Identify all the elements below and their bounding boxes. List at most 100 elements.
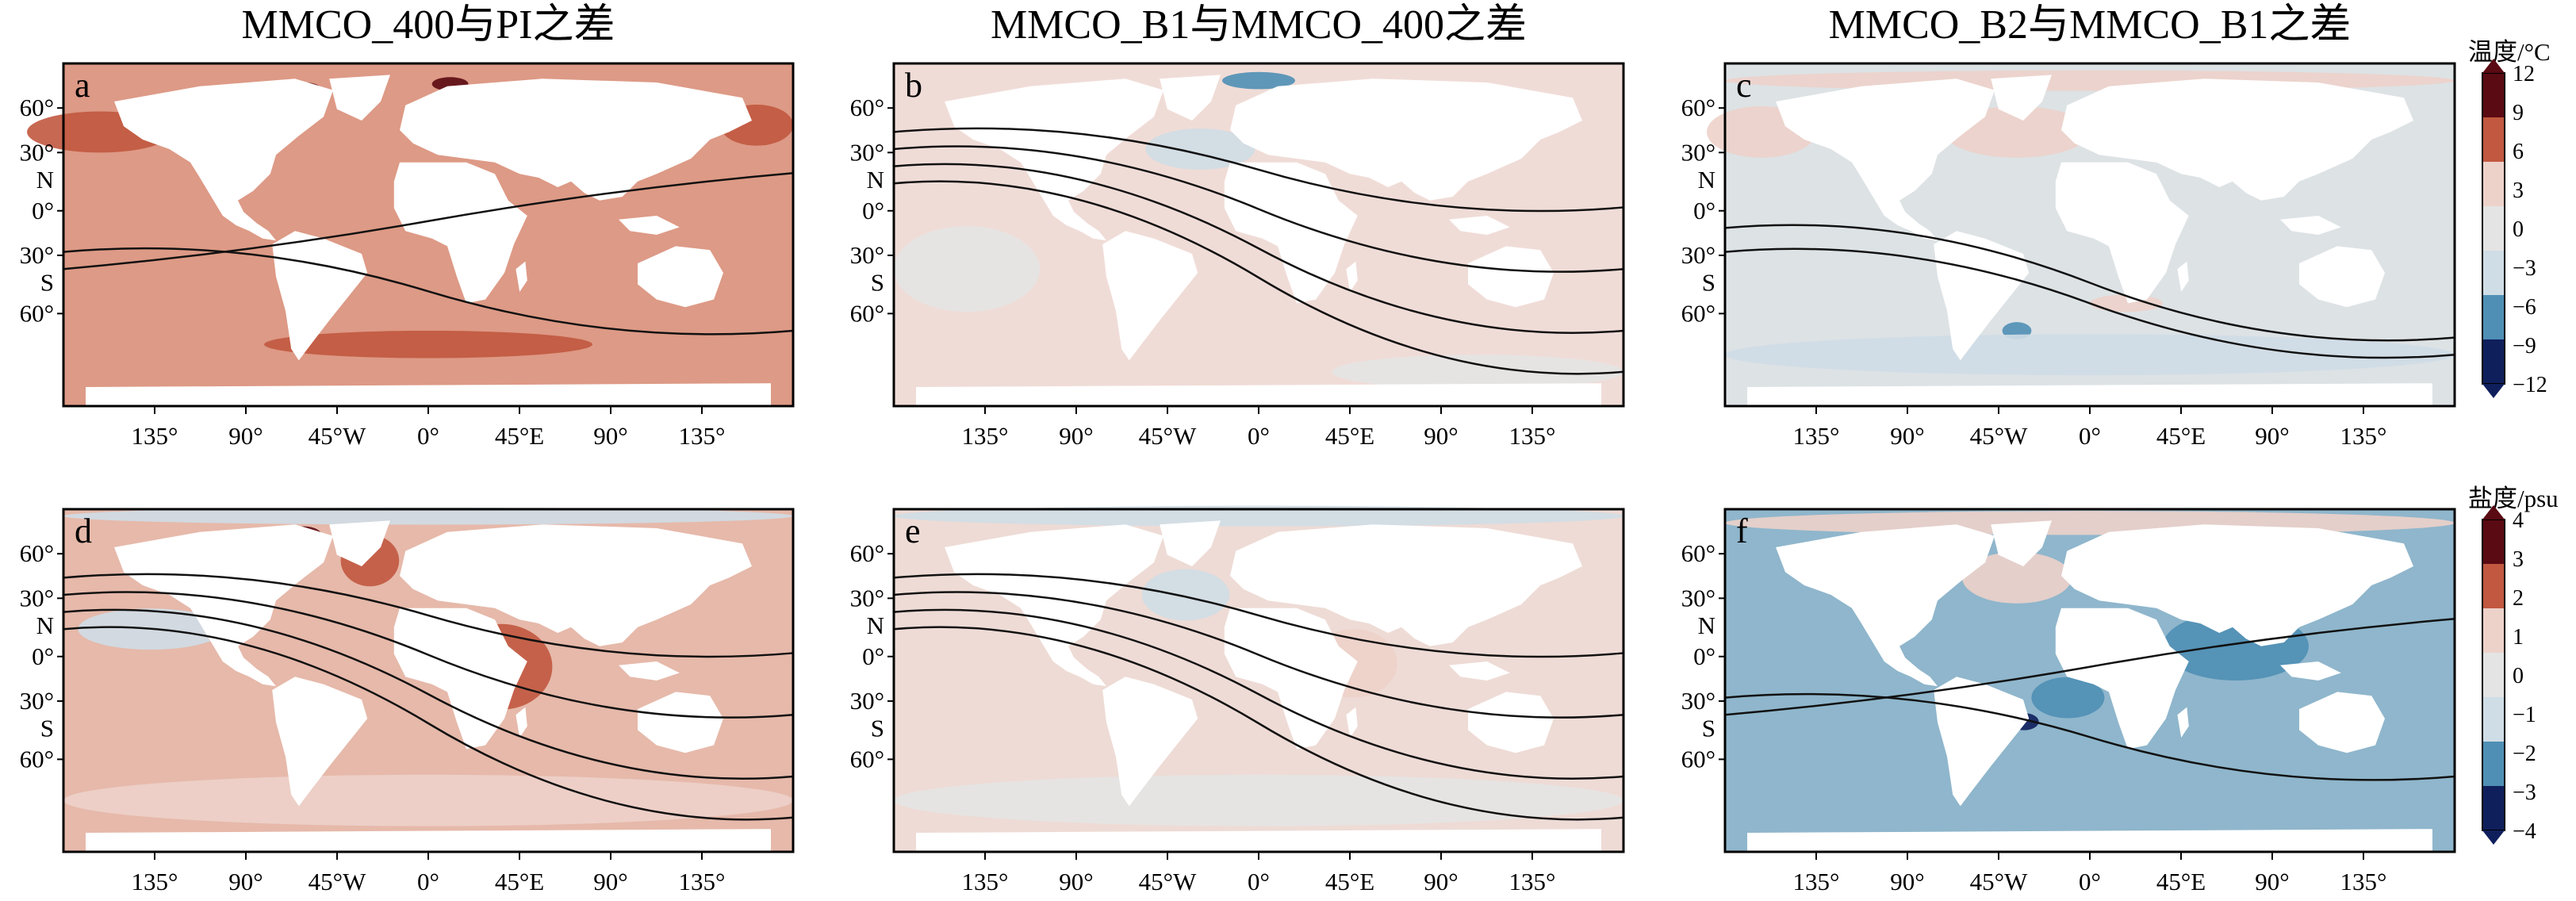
lon-tick-label: 135° xyxy=(2340,868,2387,895)
zero-contour xyxy=(63,171,794,270)
lat-tick-label: 30° xyxy=(20,138,54,166)
lat-tick-label: 30° xyxy=(1681,584,1715,612)
zero-contour xyxy=(893,163,1624,334)
lon-tick-label: 90° xyxy=(1424,868,1458,895)
colorbar-segment xyxy=(2482,117,2505,163)
anomaly-patch xyxy=(1141,569,1230,621)
lat-tick-label: N xyxy=(1698,166,1715,194)
zero-contour xyxy=(1724,224,2455,342)
zero-contour xyxy=(893,180,1624,375)
zero-contour xyxy=(63,591,794,719)
panel-letter: f xyxy=(1736,512,1748,550)
colorbar-tick-label: 3 xyxy=(2513,547,2524,572)
lon-tick-label: 45°E xyxy=(495,422,544,450)
colorbar-segment xyxy=(2482,206,2505,251)
lon-tick-label: 135° xyxy=(962,868,1009,895)
colorbar-segment xyxy=(2482,608,2505,654)
lat-tick-label: S xyxy=(1702,714,1715,742)
lon-tick-label: 90° xyxy=(228,868,263,895)
colorbar-segment xyxy=(2482,653,2505,698)
zero-contour xyxy=(63,573,794,658)
lat-tick-label: 30° xyxy=(1681,241,1715,269)
colorbar-segment xyxy=(2482,162,2505,207)
lon-tick-label: 135° xyxy=(1509,868,1556,895)
lon-tick-label: 0° xyxy=(2079,422,2101,450)
lat-tick-label: 30° xyxy=(850,241,884,269)
lon-tick-label: 45°E xyxy=(495,868,544,895)
lon-tick-label: 90° xyxy=(1890,868,1924,895)
lon-tick-label: 135° xyxy=(962,422,1009,450)
panel-letter: c xyxy=(1736,66,1752,105)
lon-tick-label: 135° xyxy=(2340,422,2387,450)
colorbar-segment xyxy=(2482,564,2505,609)
lat-tick-label: N xyxy=(1698,612,1715,639)
colorbar-tick-label: −2 xyxy=(2513,742,2536,766)
lon-tick-label: 45°E xyxy=(2156,422,2206,450)
lon-tick-label: 0° xyxy=(417,868,439,895)
colorbar-title: 盐度/psu xyxy=(2468,485,2559,512)
column-title: MMCO_B2与MMCO_B1之差 xyxy=(1829,2,2352,48)
lon-tick-label: 90° xyxy=(1059,868,1093,895)
lon-tick-label: 45°W xyxy=(1139,422,1197,450)
colorbar-tick-label: 1 xyxy=(2513,625,2524,650)
lat-tick-label: N xyxy=(36,612,54,639)
zero-contour xyxy=(893,608,1624,780)
lat-tick-label: N xyxy=(36,166,54,194)
colorbar-tick-label: −1 xyxy=(2513,703,2536,727)
lon-tick-label: 90° xyxy=(2255,422,2289,450)
lon-tick-label: 135° xyxy=(1793,868,1840,895)
lon-tick-label: 90° xyxy=(1890,422,1924,450)
lon-tick-label: 45°W xyxy=(1139,868,1197,895)
zero-contour xyxy=(63,247,794,335)
colorbar-arrow-top xyxy=(2482,505,2505,520)
lon-tick-label: 0° xyxy=(2079,868,2101,895)
lat-tick-label: 30° xyxy=(850,138,884,166)
lat-tick-label: 60° xyxy=(850,539,884,567)
lat-tick-label: N xyxy=(867,612,884,639)
colorbar-segment xyxy=(2482,697,2505,742)
lon-tick-label: 90° xyxy=(1059,422,1093,450)
lat-tick-label: 0° xyxy=(862,197,884,224)
lon-tick-label: 90° xyxy=(2255,868,2289,895)
lon-tick-label: 135° xyxy=(679,422,726,450)
colorbar-segment xyxy=(2482,339,2505,385)
panel-letter: d xyxy=(75,512,92,550)
lat-tick-label: 60° xyxy=(1681,745,1715,773)
anomaly-patch xyxy=(63,774,793,826)
lon-tick-label: 90° xyxy=(593,868,627,895)
lon-tick-label: 45°E xyxy=(1325,422,1374,450)
zero-contour xyxy=(893,626,1624,821)
lon-tick-label: 45°W xyxy=(309,868,366,895)
colorbar-tick-label: −3 xyxy=(2513,256,2536,281)
colorbar-tick-label: 4 xyxy=(2513,508,2524,533)
lat-tick-label: 60° xyxy=(20,539,54,567)
zero-contour xyxy=(1724,692,2455,781)
colorbar-tick-label: 0 xyxy=(2513,664,2524,688)
lat-tick-label: S xyxy=(40,714,54,742)
lon-tick-label: 45°E xyxy=(1325,868,1374,895)
anomaly-patch xyxy=(2031,677,2105,719)
colorbar-tick-label: 0 xyxy=(2513,217,2524,242)
lon-tick-label: 90° xyxy=(228,422,263,450)
lon-tick-label: 135° xyxy=(132,868,178,895)
colorbar-tick-label: −9 xyxy=(2513,334,2536,358)
lat-tick-label: 0° xyxy=(32,642,54,670)
lat-tick-label: 60° xyxy=(850,299,884,327)
anomaly-patch xyxy=(1962,552,2072,604)
colorbar-segment xyxy=(2482,295,2505,340)
lat-tick-label: 60° xyxy=(1681,299,1715,327)
colorbar-segment xyxy=(2482,786,2505,831)
zero-contour xyxy=(1724,617,2455,716)
colorbar-segment xyxy=(2482,520,2505,565)
lon-tick-label: 0° xyxy=(417,422,439,450)
lat-tick-label: 60° xyxy=(850,94,884,121)
lat-tick-label: 30° xyxy=(850,687,884,715)
colorbar-tick-label: −6 xyxy=(2513,295,2536,320)
anomaly-patch xyxy=(63,507,793,525)
lat-tick-label: 0° xyxy=(862,642,884,670)
lon-tick-label: 90° xyxy=(593,422,627,450)
lon-tick-label: 90° xyxy=(1424,422,1458,450)
lat-tick-label: 30° xyxy=(20,687,54,715)
